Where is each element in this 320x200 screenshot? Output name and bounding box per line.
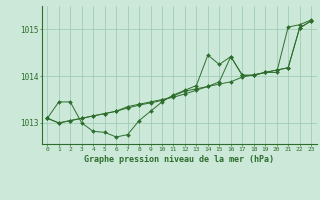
X-axis label: Graphe pression niveau de la mer (hPa): Graphe pression niveau de la mer (hPa) xyxy=(84,155,274,164)
